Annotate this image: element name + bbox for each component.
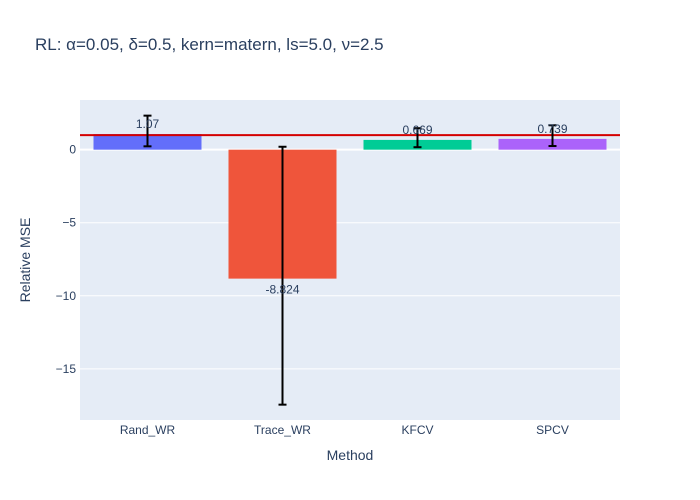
y-tick-label: −5 xyxy=(62,216,76,230)
y-tick-labels: 0 −5 −10 −15 xyxy=(56,143,77,376)
x-tick-labels: Rand_WR Trace_WR KFCV SPCV xyxy=(120,423,569,437)
x-tick-label: KFCV xyxy=(401,423,433,437)
data-label: 0.739 xyxy=(537,122,567,136)
x-tick-label: SPCV xyxy=(536,423,569,437)
x-tick-label: Trace_WR xyxy=(254,423,311,437)
y-axis-title: Relative MSE xyxy=(17,218,33,303)
y-tick-label: −15 xyxy=(56,362,77,376)
chart-title: RL: α=0.05, δ=0.5, kern=matern, ls=5.0, … xyxy=(35,35,384,54)
data-label: 0.669 xyxy=(402,123,432,137)
y-tick-label: −10 xyxy=(56,289,77,303)
x-axis-title: Method xyxy=(327,447,374,463)
data-labels: 1.07 -8.824 0.669 0.739 xyxy=(136,117,568,297)
y-tick-label: 0 xyxy=(69,143,76,157)
data-label: -8.824 xyxy=(265,283,299,297)
error-bars xyxy=(143,114,557,406)
plot-area xyxy=(80,100,620,420)
x-tick-label: Rand_WR xyxy=(120,423,176,437)
data-label: 1.07 xyxy=(136,117,160,131)
